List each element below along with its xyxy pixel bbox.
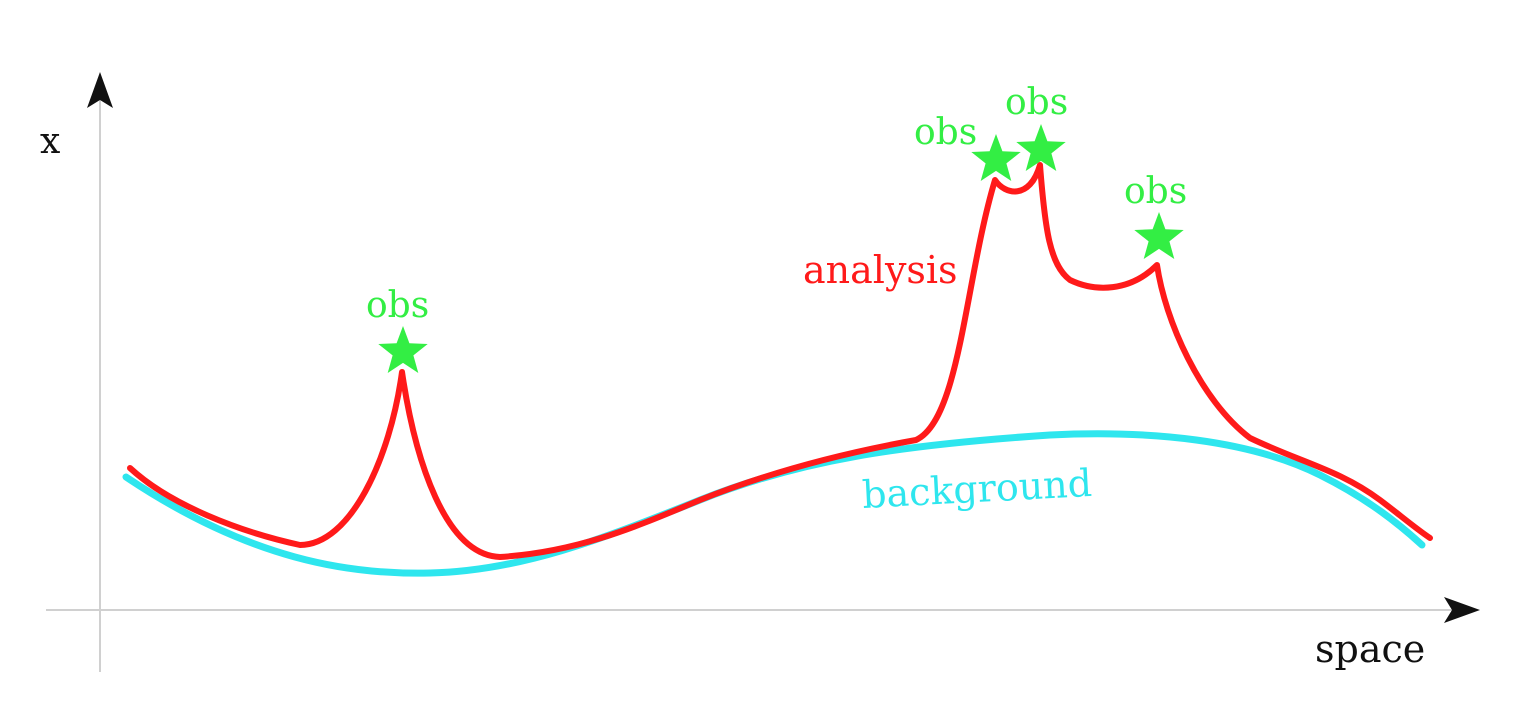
star-icon (378, 326, 428, 373)
x-axis-label: space (1315, 627, 1425, 671)
background-label: background (861, 461, 1093, 517)
obs-label: obs (366, 285, 429, 326)
observation-markers (378, 124, 1184, 373)
y-axis-arrow-icon (87, 72, 113, 108)
obs-label: obs (914, 112, 977, 153)
x-axis-arrow-icon (1444, 597, 1480, 623)
obs-label: obs (1124, 171, 1187, 212)
axes: x space (40, 72, 1480, 672)
background-curve (122, 430, 1426, 577)
observation-labels: obs obs obs obs (366, 82, 1187, 326)
star-icon (1134, 212, 1184, 259)
obs-label: obs (1005, 82, 1068, 123)
y-axis-label: x (40, 121, 60, 162)
analysis-label: analysis (803, 248, 958, 292)
star-icon (1016, 124, 1066, 171)
star-icon (971, 134, 1021, 181)
analysis-curve (127, 162, 1433, 560)
